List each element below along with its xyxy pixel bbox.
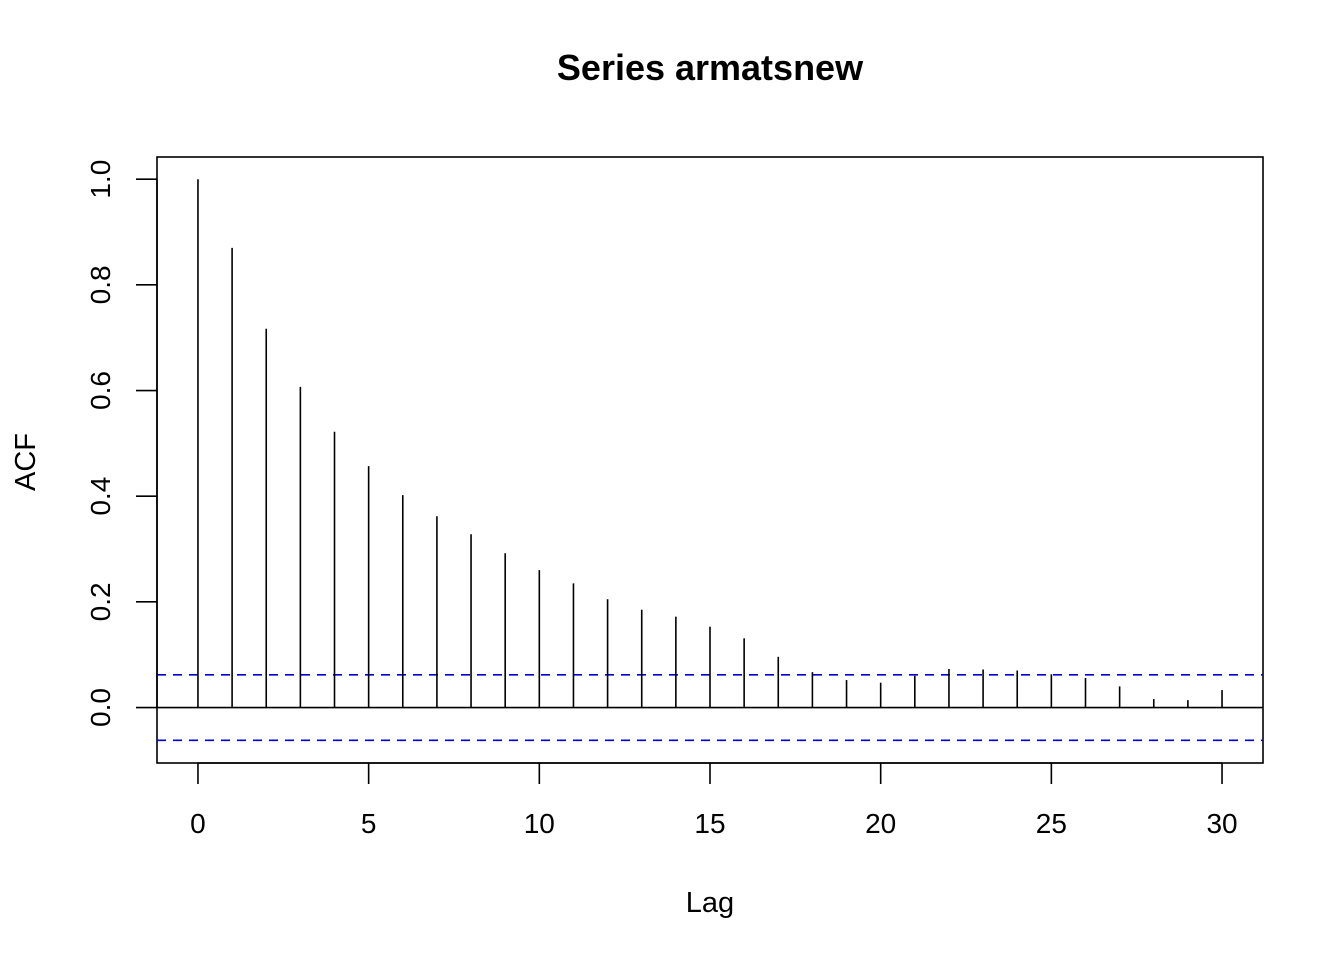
y-tick-label-0: 0.0: [85, 688, 116, 727]
x-tick-label-5: 5: [361, 808, 377, 839]
y-tick-label-2: 0.4: [85, 477, 116, 516]
y-tick-label-4: 0.8: [85, 265, 116, 304]
x-axis-label: Lag: [686, 887, 734, 919]
x-tick-label-10: 10: [524, 808, 555, 839]
y-tick-label-5: 1.0: [85, 160, 116, 199]
x-tick-label-0: 0: [190, 808, 206, 839]
x-tick-label-30: 30: [1206, 808, 1237, 839]
y-tick-label-3: 0.6: [85, 371, 116, 410]
x-tick-label-20: 20: [865, 808, 896, 839]
y-axis-label: ACF: [10, 433, 42, 491]
y-tick-label-1: 0.2: [85, 582, 116, 621]
x-tick-label-25: 25: [1036, 808, 1067, 839]
plot-area: 0 5 10 15 20 25 30 0.0 0.2 0.4 0.6 0.8 1.0: [85, 156, 1264, 839]
x-tick-label-15: 15: [694, 808, 725, 839]
chart-title: Series armatsnew: [557, 47, 864, 88]
